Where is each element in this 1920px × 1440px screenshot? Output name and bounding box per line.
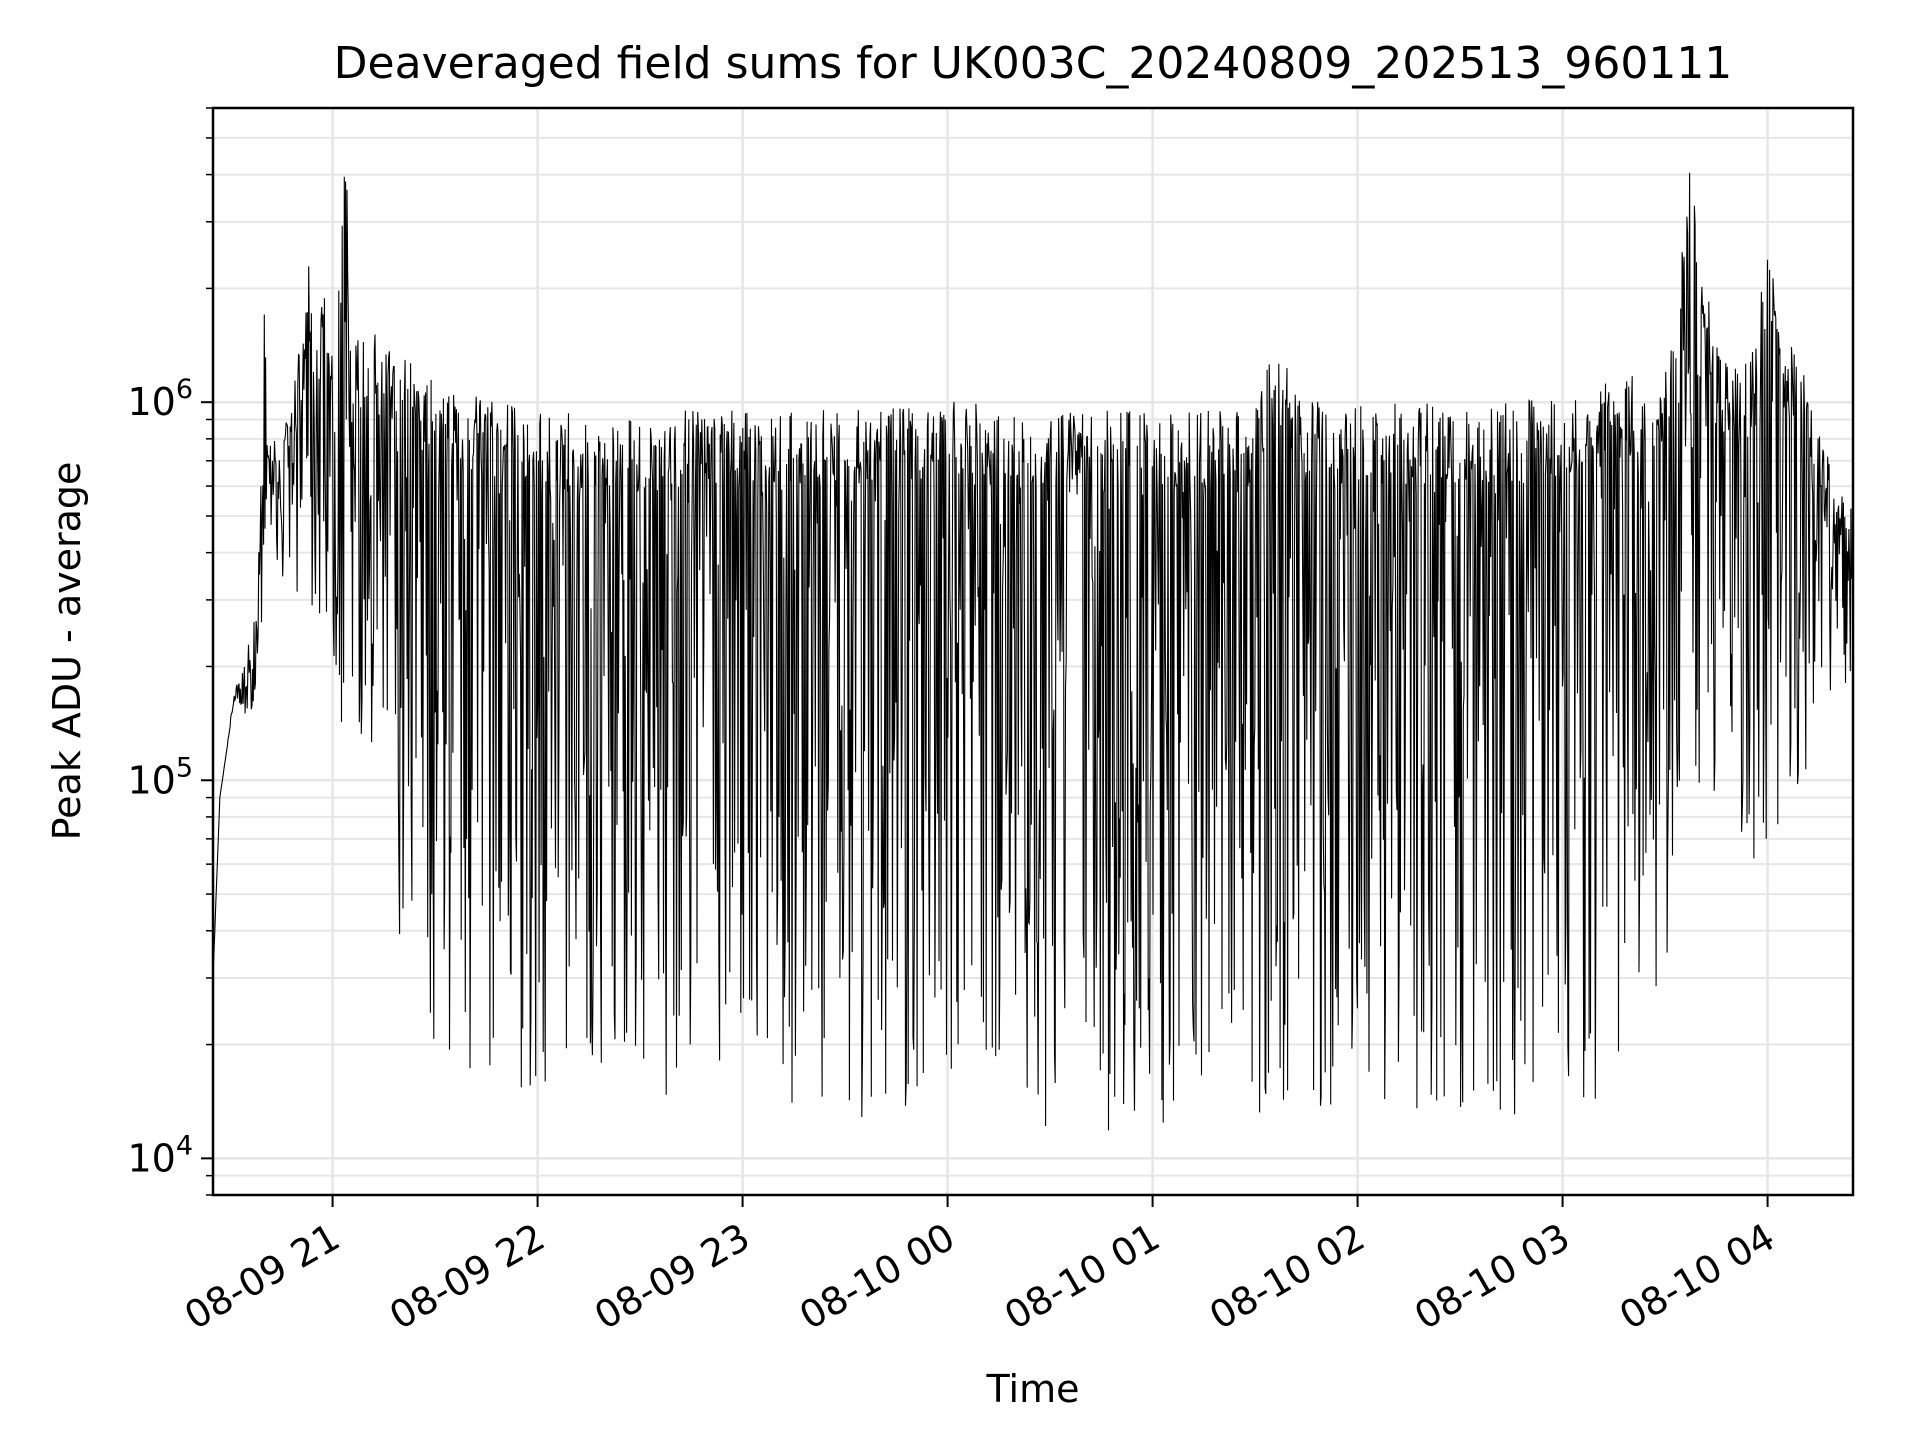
chart-title: Deaveraged field sums for UK003C_2024080… bbox=[334, 38, 1733, 89]
series-line bbox=[212, 172, 1854, 1131]
y-tick-label: 105 bbox=[127, 752, 193, 802]
x-axis-label: Time bbox=[986, 1367, 1080, 1411]
y-tick-base: 10 bbox=[127, 758, 175, 802]
y-tick-base: 10 bbox=[127, 1136, 175, 1180]
y-tick-exponent: 5 bbox=[176, 752, 193, 783]
data-series bbox=[212, 172, 1854, 1131]
y-tick-exponent: 4 bbox=[176, 1130, 193, 1161]
y-tick-label: 106 bbox=[127, 374, 193, 424]
plot-frame bbox=[211, 106, 1855, 1197]
y-tick-exponent: 6 bbox=[176, 374, 193, 405]
y-tick-base: 10 bbox=[127, 380, 175, 424]
y-axis-label: Peak ADU - average bbox=[45, 462, 89, 841]
y-tick-label: 104 bbox=[127, 1130, 193, 1180]
